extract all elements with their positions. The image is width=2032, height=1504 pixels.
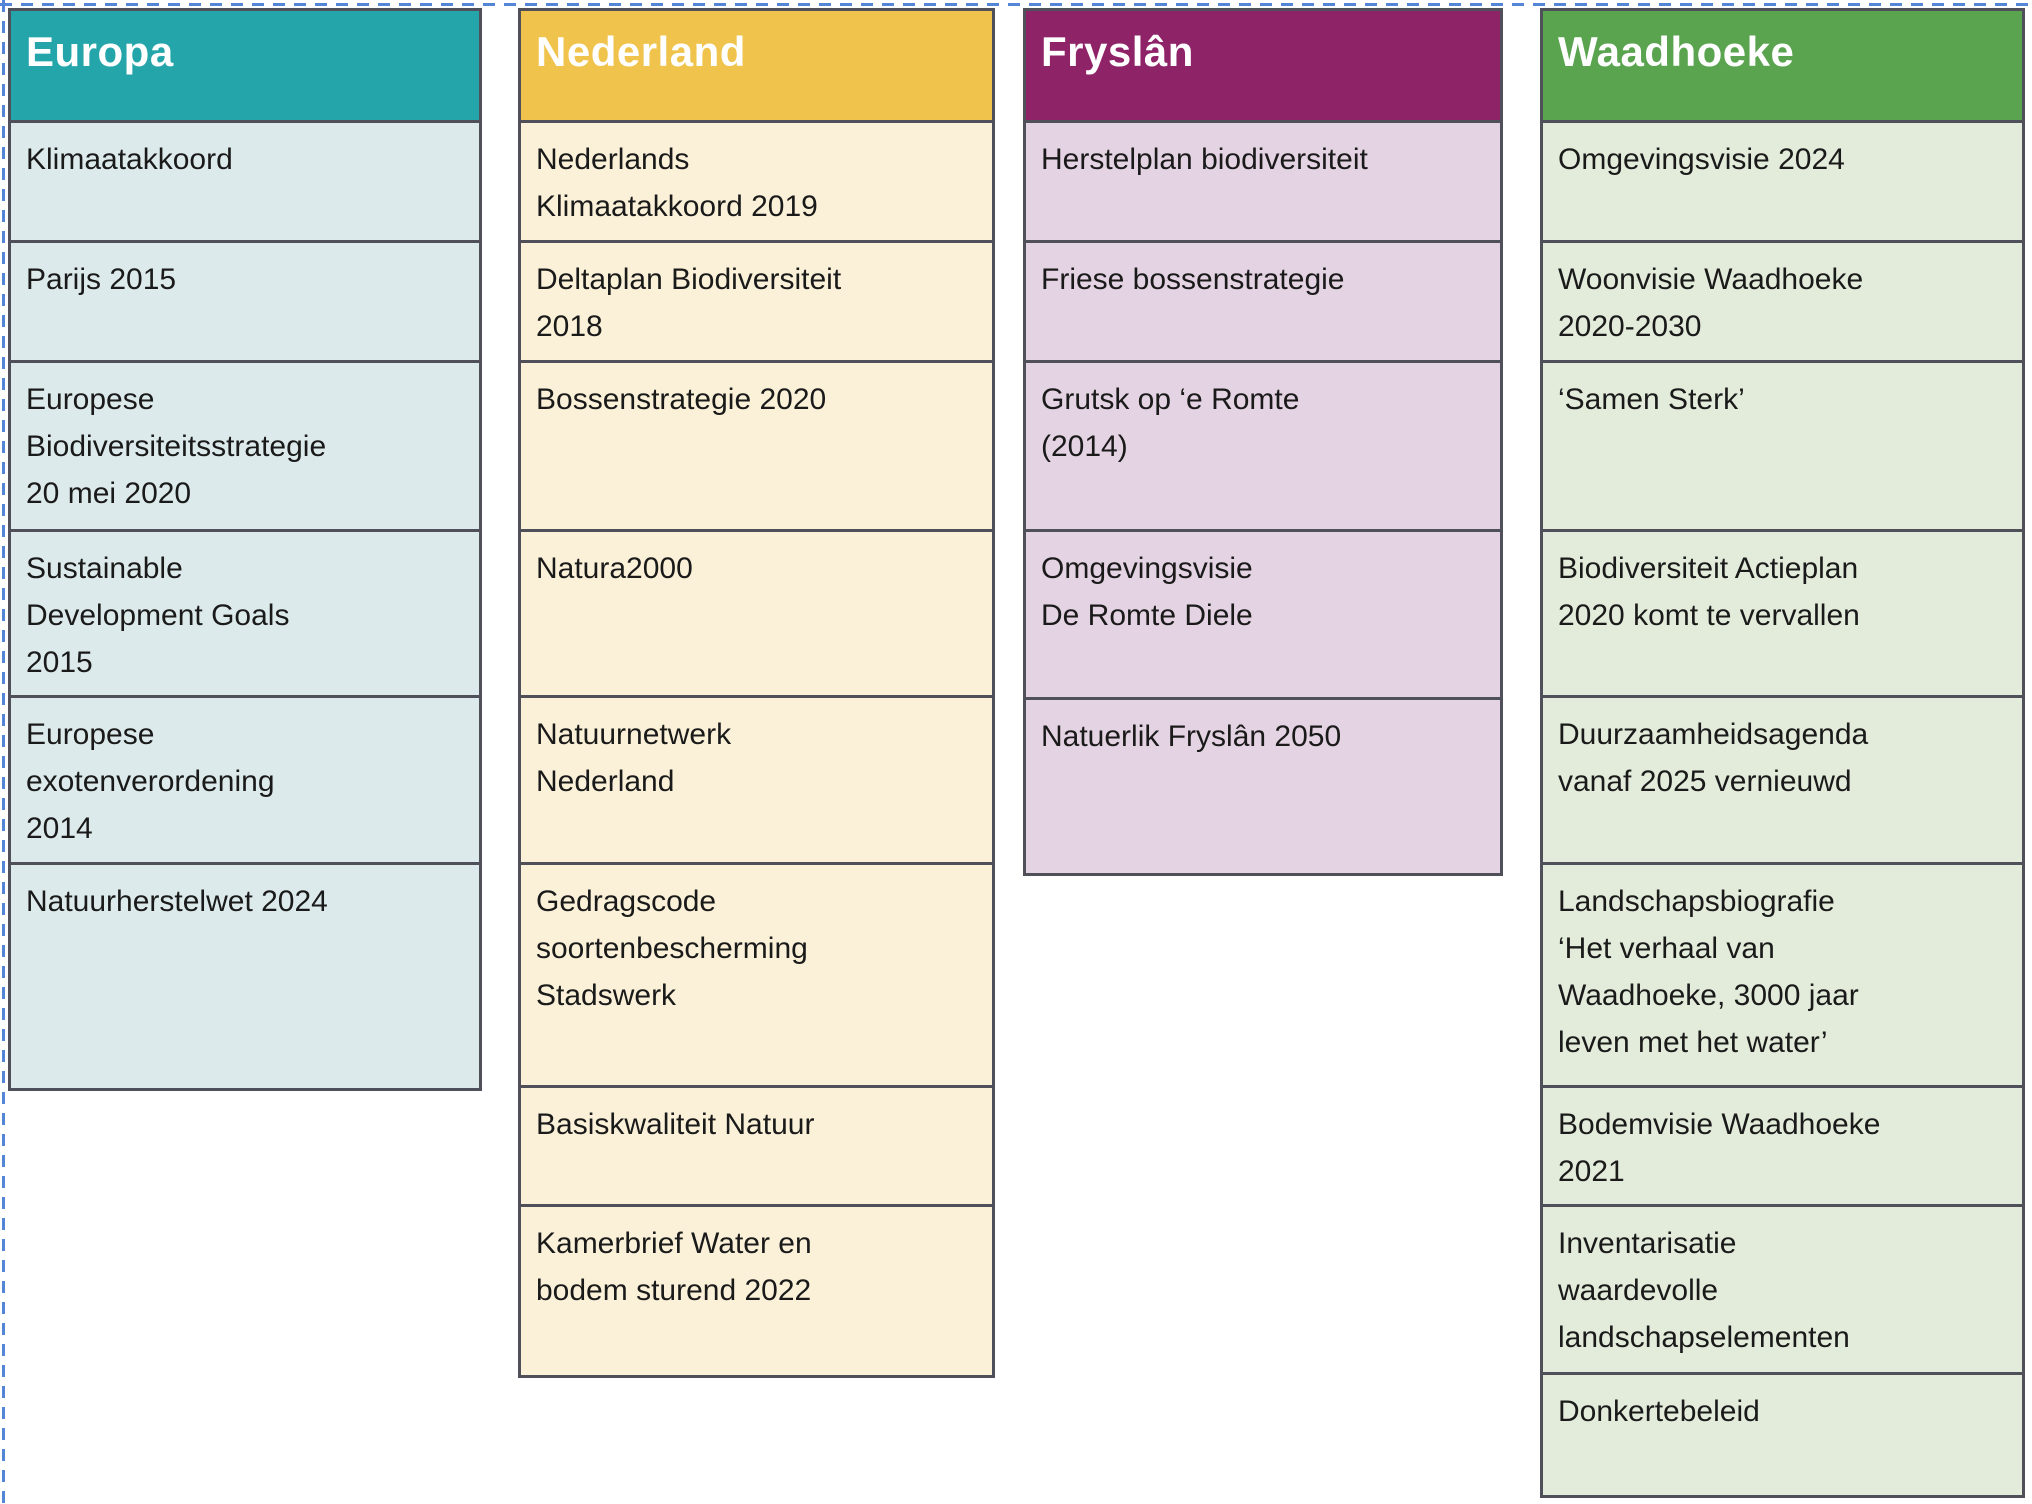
policy-item: Europese Biodiversiteitsstrategie 20 mei… (11, 363, 479, 532)
policy-item: Natuurherstelwet 2024 (11, 865, 479, 1088)
table-fryslan-title: Fryslân (1026, 11, 1500, 123)
table-waadhoeke: Waadhoeke Omgevingsvisie 2024 Woonvisie … (1540, 8, 2025, 1498)
policy-item: Europese exotenverordening 2014 (11, 698, 479, 865)
policy-item: Inventarisatie waardevolle landschapsele… (1543, 1207, 2022, 1375)
policy-item: Gedragscode soortenbescherming Stadswerk (521, 865, 992, 1088)
table-nederland-title: Nederland (521, 11, 992, 123)
policy-item: Landschapsbiografie ‘Het verhaal van Waa… (1543, 865, 2022, 1088)
policy-item: Donkertebeleid (1543, 1375, 2022, 1495)
policy-item: Biodiversiteit Actieplan 2020 komt te ve… (1543, 532, 2022, 698)
table-europa-title: Europa (11, 11, 479, 123)
selection-guide-top (0, 3, 2032, 6)
policy-item: Bossenstrategie 2020 (521, 363, 992, 532)
policy-item: Friese bossenstrategie (1026, 243, 1500, 363)
policy-item: Natuurnetwerk Nederland (521, 698, 992, 865)
table-nederland: Nederland Nederlands Klimaatakkoord 2019… (518, 8, 995, 1378)
policy-item: Woonvisie Waadhoeke 2020-2030 (1543, 243, 2022, 363)
policy-item: Sustainable Development Goals 2015 (11, 532, 479, 698)
policy-item: Duurzaamheidsagenda vanaf 2025 vernieuwd (1543, 698, 2022, 865)
table-europa: Europa Klimaatakkoord Parijs 2015 Europe… (8, 8, 482, 1091)
selection-guide-left (2, 0, 5, 1504)
policy-item: Nederlands Klimaatakkoord 2019 (521, 123, 992, 243)
policy-item: Klimaatakkoord (11, 123, 479, 243)
policy-item: Omgevingsvisie 2024 (1543, 123, 2022, 243)
policy-item: Deltaplan Biodiversiteit 2018 (521, 243, 992, 363)
policy-item: Herstelplan biodiversiteit (1026, 123, 1500, 243)
policy-item: Bodemvisie Waadhoeke 2021 (1543, 1088, 2022, 1207)
policy-item: Kamerbrief Water en bodem sturend 2022 (521, 1207, 992, 1375)
policy-item: Natura2000 (521, 532, 992, 698)
policy-item: Parijs 2015 (11, 243, 479, 363)
table-fryslan: Fryslân Herstelplan biodiversiteit Fries… (1023, 8, 1503, 876)
policy-item: Natuerlik Fryslân 2050 (1026, 700, 1500, 873)
policy-item: Omgevingsvisie De Romte Diele (1026, 532, 1500, 700)
policy-item: Grutsk op ‘e Romte (2014) (1026, 363, 1500, 532)
policy-item: Basiskwaliteit Natuur (521, 1088, 992, 1207)
policy-item: ‘Samen Sterk’ (1543, 363, 2022, 532)
table-waadhoeke-title: Waadhoeke (1543, 11, 2022, 123)
